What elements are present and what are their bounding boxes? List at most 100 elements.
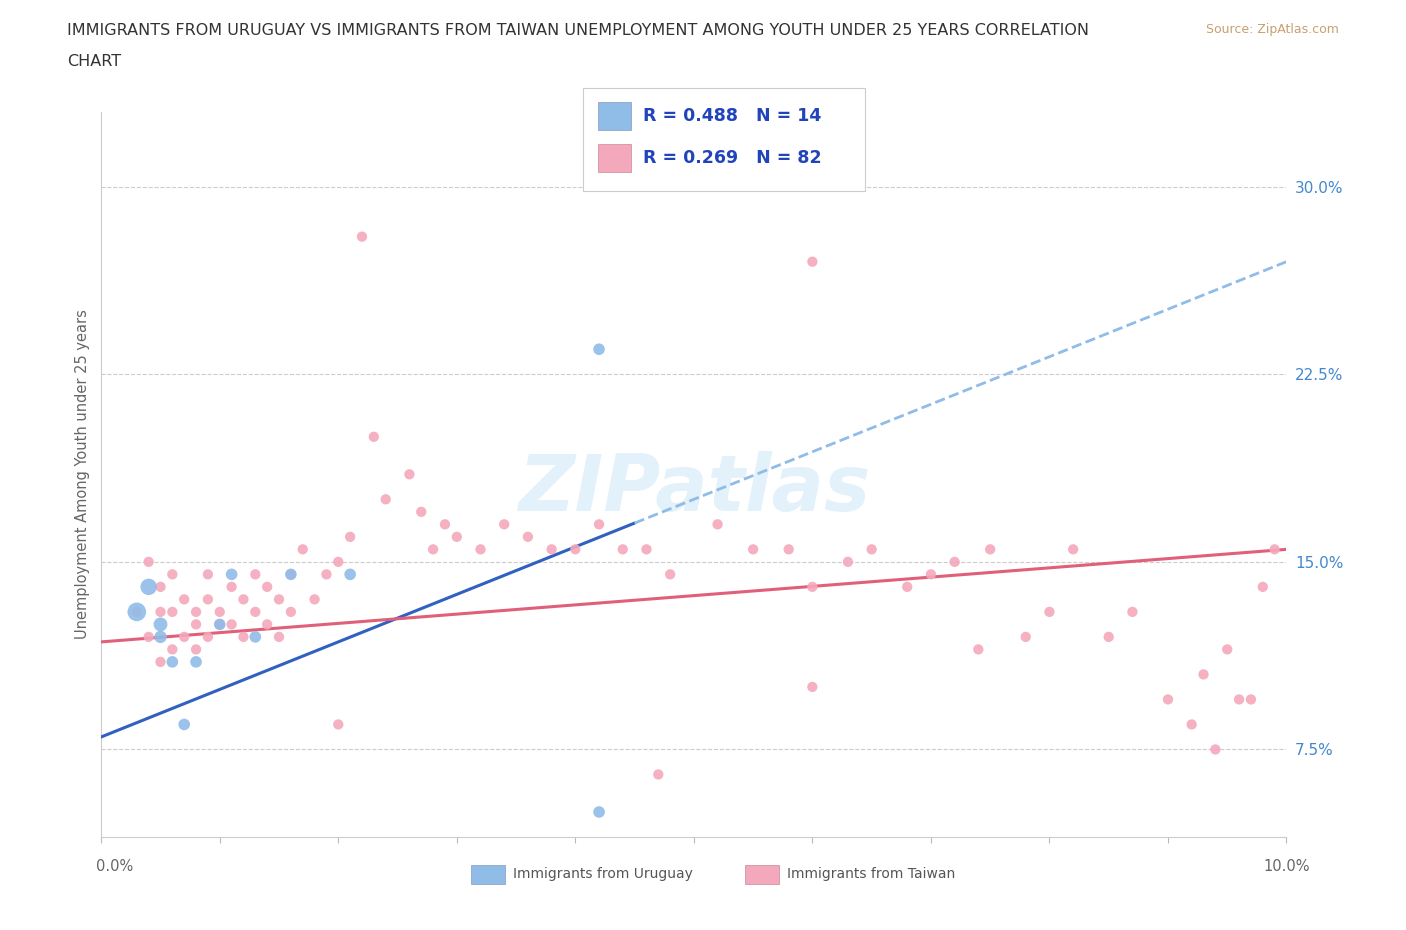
Point <box>245 604 267 619</box>
Point <box>564 542 586 557</box>
Point <box>1121 604 1143 619</box>
Point <box>149 655 172 670</box>
Point <box>374 492 396 507</box>
Point <box>967 642 990 657</box>
Point <box>943 554 966 569</box>
Text: R = 0.488   N = 14: R = 0.488 N = 14 <box>643 107 821 126</box>
Point <box>184 642 207 657</box>
Text: Immigrants from Uruguay: Immigrants from Uruguay <box>513 867 693 882</box>
Point <box>398 467 420 482</box>
Point <box>149 617 172 631</box>
Point <box>232 630 254 644</box>
Point <box>1264 542 1286 557</box>
Point <box>516 529 538 544</box>
Text: IMMIGRANTS FROM URUGUAY VS IMMIGRANTS FROM TAIWAN UNEMPLOYMENT AMONG YOUTH UNDER: IMMIGRANTS FROM URUGUAY VS IMMIGRANTS FR… <box>67 23 1090 38</box>
Point <box>197 567 219 582</box>
Point <box>315 567 337 582</box>
Point <box>221 567 243 582</box>
Text: CHART: CHART <box>67 54 121 69</box>
Text: ZIPatlas: ZIPatlas <box>517 451 870 526</box>
Point <box>1015 630 1038 644</box>
Text: Immigrants from Taiwan: Immigrants from Taiwan <box>787 867 956 882</box>
Point <box>138 630 160 644</box>
Point <box>125 604 148 619</box>
Point <box>588 517 610 532</box>
Point <box>860 542 883 557</box>
Point <box>979 542 1001 557</box>
Y-axis label: Unemployment Among Youth under 25 years: Unemployment Among Youth under 25 years <box>75 310 90 639</box>
Point <box>588 804 610 819</box>
Point <box>350 229 373 244</box>
Point <box>742 542 765 557</box>
Point <box>149 579 172 594</box>
Point <box>659 567 682 582</box>
Point <box>232 591 254 606</box>
Point <box>540 542 562 557</box>
Point <box>1251 579 1274 594</box>
Point <box>446 529 468 544</box>
Point <box>162 642 184 657</box>
Point <box>1038 604 1060 619</box>
Point <box>706 517 728 532</box>
Point <box>1181 717 1204 732</box>
Point <box>422 542 444 557</box>
Point <box>173 717 195 732</box>
Point <box>173 591 195 606</box>
Point <box>208 604 231 619</box>
Point <box>801 579 824 594</box>
Point <box>920 567 942 582</box>
Text: 0.0%: 0.0% <box>96 859 132 874</box>
Point <box>138 579 160 594</box>
Point <box>280 567 302 582</box>
Point <box>245 630 267 644</box>
Point <box>197 591 219 606</box>
Point <box>173 630 195 644</box>
Point <box>184 655 207 670</box>
Point <box>647 767 669 782</box>
Point <box>291 542 314 557</box>
Point <box>149 630 172 644</box>
Point <box>494 517 516 532</box>
Point <box>1240 692 1263 707</box>
Point <box>125 604 148 619</box>
Point <box>267 630 290 644</box>
Point <box>221 579 243 594</box>
Point <box>162 567 184 582</box>
Point <box>363 430 385 445</box>
Text: 10.0%: 10.0% <box>1264 859 1310 874</box>
Point <box>411 504 433 519</box>
Point <box>470 542 492 557</box>
Point <box>801 680 824 695</box>
Point <box>1216 642 1239 657</box>
Text: Source: ZipAtlas.com: Source: ZipAtlas.com <box>1205 23 1339 36</box>
Point <box>184 617 207 631</box>
Point <box>801 254 824 269</box>
Point <box>612 542 634 557</box>
Point <box>339 567 361 582</box>
Point <box>280 604 302 619</box>
Point <box>197 630 219 644</box>
Point <box>896 579 918 594</box>
Point <box>162 655 184 670</box>
Point <box>245 567 267 582</box>
Point <box>328 554 350 569</box>
Point <box>184 604 207 619</box>
Point <box>267 591 290 606</box>
Point <box>1157 692 1180 707</box>
Point <box>208 617 231 631</box>
Point <box>208 617 231 631</box>
Text: R = 0.269   N = 82: R = 0.269 N = 82 <box>643 149 821 167</box>
Point <box>1192 667 1215 682</box>
Point <box>339 529 361 544</box>
Point <box>138 554 160 569</box>
Point <box>221 617 243 631</box>
Point <box>280 567 302 582</box>
Point <box>256 617 278 631</box>
Point <box>433 517 456 532</box>
Point <box>162 604 184 619</box>
Point <box>304 591 326 606</box>
Point <box>778 542 800 557</box>
Point <box>636 542 658 557</box>
Point <box>1204 742 1226 757</box>
Point <box>328 717 350 732</box>
